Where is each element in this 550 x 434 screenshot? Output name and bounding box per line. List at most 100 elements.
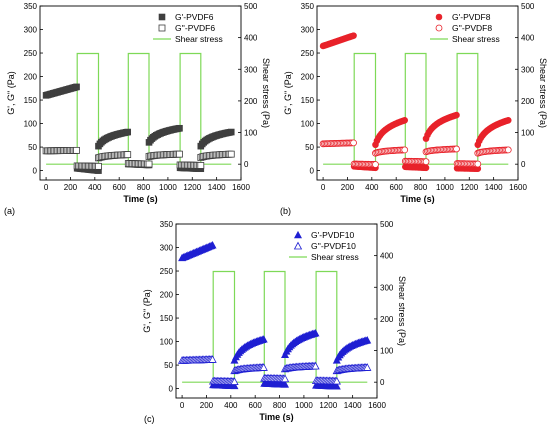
y-right-tick-label: 0 — [380, 378, 385, 387]
x-tick-label: 600 — [390, 183, 404, 192]
y-left-tick-label: 150 — [301, 96, 315, 105]
x-tick-label: 400 — [365, 183, 379, 192]
data-point — [227, 150, 235, 158]
data-point — [311, 328, 320, 337]
y-left-tick-label: 250 — [301, 49, 315, 58]
y-right-tick-label: 300 — [380, 283, 394, 292]
x-axis-label: Time (s) — [400, 194, 434, 204]
y-left-axis-label: G', G" (Pa) — [283, 71, 293, 114]
data-point — [372, 161, 379, 168]
chart-panel-b: 0 200 400 600 800 1000 1200 1400 160005010015020… — [280, 2, 548, 216]
y-right-tick-label: 0 — [521, 160, 526, 169]
y-right-tick-label: 300 — [521, 65, 535, 74]
legend-marker — [158, 24, 166, 32]
x-tick-label: 1000 — [159, 183, 177, 192]
data-point — [422, 158, 430, 166]
data-point — [504, 146, 512, 154]
data-point — [363, 363, 372, 371]
y-left-tick-label: 250 — [24, 49, 38, 58]
data-point — [227, 128, 235, 136]
y-left-axis-label: G', G" (Pa) — [142, 289, 152, 332]
y-left-tick-label: 150 — [24, 96, 38, 105]
x-tick-label: 400 — [88, 183, 102, 192]
x-tick-label: 800 — [273, 401, 287, 410]
series-g-double-prime — [177, 355, 372, 385]
data-point — [474, 160, 482, 168]
data-point — [95, 162, 102, 170]
chart-panel-a: 0 200 400 600 800 1000 1200 1400 1600 0 50 100 150 20… — [4, 2, 271, 216]
y-right-tick-label: 100 — [244, 129, 258, 138]
data-point — [281, 380, 290, 388]
y-left-tick-label: 50 — [164, 361, 173, 370]
y-right-tick-label: 0 — [244, 160, 249, 169]
data-point — [453, 111, 460, 119]
y-right-tick-label: 100 — [521, 129, 535, 138]
y-right-tick-label: 200 — [521, 97, 535, 106]
plot-frame — [39, 5, 242, 181]
x-tick-label: 600 — [113, 183, 127, 192]
y-left-tick-label: 300 — [160, 244, 174, 253]
y-left-tick-label: 200 — [301, 73, 315, 82]
data-point — [259, 335, 268, 343]
y-left-tick-label: 100 — [301, 120, 315, 129]
x-tick-label: 1400 — [208, 183, 226, 192]
y-right-tick-label: 400 — [244, 34, 258, 43]
data-point — [332, 382, 341, 390]
data-point — [73, 146, 80, 154]
y-right-axis-label: Shear stress (Pa) — [397, 276, 407, 346]
shear-stress-line — [46, 52, 232, 165]
x-tick-label: 0 — [44, 183, 49, 192]
legend-label: G'-PVDF6 — [175, 12, 214, 22]
y-right-axis-label: Shear stress (Pa) — [261, 58, 271, 128]
x-tick-label: 1600 — [232, 183, 250, 192]
panel-label: (c) — [144, 414, 155, 424]
y-left-tick-label: 350 — [24, 2, 38, 11]
data-point — [259, 363, 268, 371]
legend-marker — [435, 13, 443, 21]
legend-label: G''-PVDF8 — [452, 23, 492, 33]
x-tick-label: 200 — [341, 183, 355, 192]
legend-label: Shear stress — [452, 34, 500, 44]
y-right-tick-label: 200 — [244, 97, 258, 106]
legend-marker — [293, 230, 303, 239]
data-point — [145, 160, 153, 168]
y-right-axis-label: Shear stress (Pa) — [538, 58, 548, 128]
y-left-tick-label: 0 — [33, 167, 38, 176]
data-point — [363, 336, 372, 344]
data-point — [350, 32, 357, 39]
y-right-tick-label: 100 — [380, 347, 394, 356]
x-tick-label: 800 — [137, 183, 151, 192]
legend-marker — [158, 13, 166, 21]
series-g-prime — [178, 241, 372, 390]
data-point — [124, 128, 132, 136]
legend-label: G'-PVDF8 — [452, 12, 491, 22]
y-left-tick-label: 0 — [169, 385, 174, 394]
legend-label: Shear stress — [311, 252, 359, 262]
data-point — [176, 124, 183, 132]
x-tick-label: 1000 — [436, 183, 454, 192]
legend-marker — [293, 241, 303, 250]
y-right-tick-label: 500 — [521, 2, 535, 11]
legend-label: G''-PVDF6 — [175, 23, 215, 33]
y-right-tick-label: 400 — [380, 252, 394, 261]
x-tick-label: 1400 — [344, 401, 362, 410]
data-point — [208, 355, 217, 363]
panel-label: (b) — [280, 206, 291, 216]
y-left-tick-label: 100 — [160, 338, 174, 347]
legend-marker — [435, 24, 443, 32]
y-left-axis-label: G', G" (Pa) — [6, 71, 16, 114]
x-axis-label: Time (s) — [123, 194, 157, 204]
x-tick-label: 1200 — [460, 183, 478, 192]
y-left-tick-label: 50 — [28, 143, 37, 152]
y-left-tick-label: 0 — [310, 167, 315, 176]
y-left-tick-label: 350 — [160, 220, 174, 229]
shear-stress-line — [182, 270, 368, 383]
y-left-tick-label: 200 — [24, 73, 38, 82]
x-tick-label: 1200 — [183, 183, 201, 192]
data-point — [311, 361, 320, 370]
legend-label: G''-PVDF10 — [311, 241, 356, 251]
series-g-double-prime — [42, 146, 235, 170]
series-g-prime — [319, 32, 512, 173]
